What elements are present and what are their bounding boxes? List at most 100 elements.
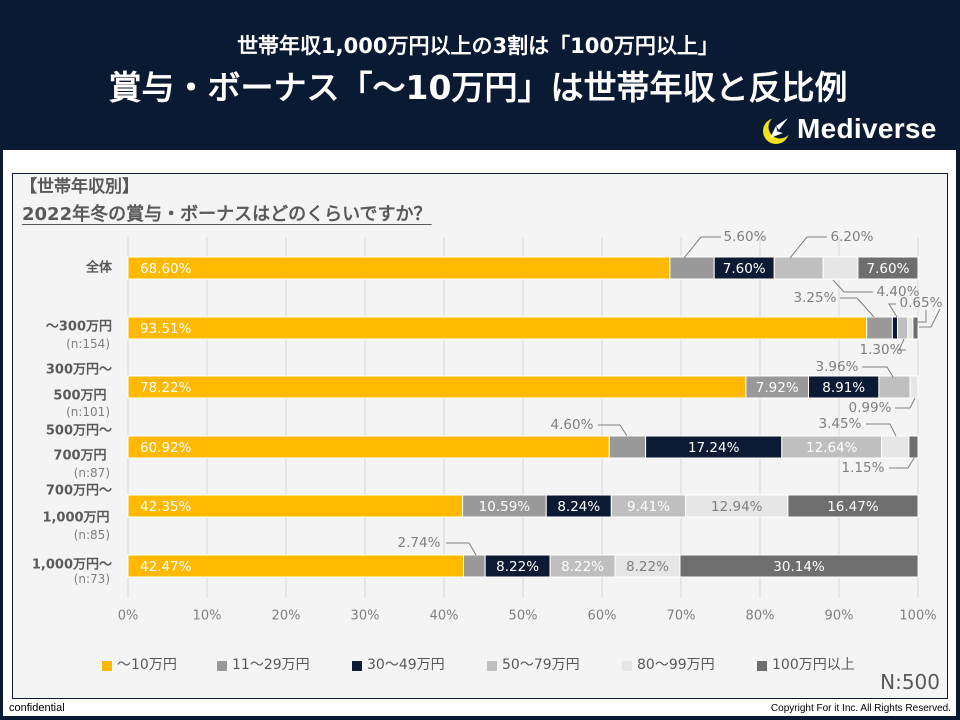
bars bbox=[127, 256, 919, 578]
data-label: 4.60% bbox=[551, 417, 594, 433]
leader-lines bbox=[446, 236, 941, 556]
category-sample-size: (n:154) bbox=[66, 337, 110, 351]
x-tick-label: 30% bbox=[351, 609, 380, 624]
crescent-rocket-logo-icon bbox=[763, 115, 792, 144]
data-label: 8.24% bbox=[557, 499, 600, 515]
bar-segment bbox=[822, 256, 859, 280]
category-sample-size: (n:101) bbox=[66, 405, 110, 419]
bar-segment bbox=[463, 554, 486, 578]
bar-segment bbox=[608, 435, 647, 459]
leader-line bbox=[789, 236, 827, 259]
bar-segment bbox=[912, 316, 919, 340]
bar-segment bbox=[891, 316, 899, 340]
data-label: 9.41% bbox=[627, 499, 670, 515]
bar-segment bbox=[127, 256, 671, 280]
bar-row bbox=[127, 435, 919, 459]
legend-label: 100万円以上 bbox=[772, 657, 855, 673]
bar-row bbox=[127, 375, 919, 399]
leader-line bbox=[889, 457, 915, 469]
data-label: 1.30% bbox=[860, 342, 903, 358]
category-label: 700万円〜 bbox=[46, 484, 112, 499]
data-label: 2.74% bbox=[398, 535, 441, 551]
leader-line bbox=[919, 308, 941, 328]
bar-segment bbox=[127, 375, 747, 399]
x-tick-label: 80% bbox=[746, 609, 775, 624]
headline-line-1: 世帯年収1,000万円以上の3割は「100万円以上」 bbox=[237, 34, 719, 58]
data-label: 17.24% bbox=[688, 440, 740, 456]
x-tick-label: 20% bbox=[272, 609, 301, 624]
data-label: 8.22% bbox=[626, 559, 669, 575]
category-sample-size: (n:73) bbox=[74, 572, 110, 586]
category-sample-size: (n:85) bbox=[74, 528, 110, 542]
x-tick-label: 40% bbox=[430, 609, 459, 624]
category-label: 300万円〜 bbox=[46, 363, 112, 378]
leader-line bbox=[862, 366, 894, 378]
x-tick-label: 10% bbox=[193, 609, 222, 624]
bar-segment bbox=[669, 256, 715, 280]
leader-line bbox=[832, 279, 873, 293]
bar-segment bbox=[857, 256, 919, 280]
data-label: 5.60% bbox=[724, 229, 767, 245]
legend-label: 〜10万円 bbox=[117, 657, 177, 673]
bar-segment bbox=[679, 554, 919, 578]
category-label: 1,000万円〜 bbox=[32, 558, 112, 573]
x-tick-label: 50% bbox=[509, 609, 538, 624]
data-label: 68.60% bbox=[140, 261, 192, 277]
data-label: 3.25% bbox=[794, 290, 837, 306]
bar-row bbox=[127, 316, 919, 340]
copyright-notice: Copyright For it Inc. All Rights Reserve… bbox=[770, 703, 951, 714]
leader-line bbox=[913, 310, 927, 323]
sample-size-label: N:500 bbox=[880, 670, 940, 694]
bar-row bbox=[127, 494, 919, 518]
data-label: 10.59% bbox=[479, 499, 531, 515]
category-label: 〜300万円 bbox=[46, 320, 112, 335]
data-label: 7.60% bbox=[723, 261, 766, 277]
data-label: 12.64% bbox=[806, 440, 858, 456]
bar-segment bbox=[127, 435, 610, 459]
legend-swatch bbox=[757, 661, 767, 671]
bar-segment bbox=[897, 316, 909, 340]
category-label: 500万円〜 bbox=[46, 424, 112, 439]
category-label: 700万円 bbox=[53, 449, 106, 464]
confidential-label: confidential bbox=[9, 702, 65, 714]
x-tick-label: 0% bbox=[118, 609, 139, 624]
headline-line-2: 賞与・ボーナス「〜10万円」は世帯年収と反比例 bbox=[108, 68, 848, 107]
legend-swatch bbox=[352, 661, 362, 671]
bar-segment bbox=[127, 316, 868, 340]
bar-segment bbox=[881, 435, 910, 459]
data-label: 16.47% bbox=[827, 499, 879, 515]
leader-line bbox=[683, 236, 721, 259]
data-label: 8.22% bbox=[561, 559, 604, 575]
data-label: 60.92% bbox=[140, 440, 192, 456]
data-label: 6.20% bbox=[831, 229, 874, 245]
data-label: 30.14% bbox=[773, 559, 825, 575]
category-sample-size: (n:87) bbox=[74, 466, 110, 480]
x-tick-label: 100% bbox=[899, 609, 936, 624]
data-label: 42.35% bbox=[140, 499, 192, 515]
legend-swatch bbox=[487, 661, 497, 671]
x-tick-label: 60% bbox=[588, 609, 617, 624]
data-label: 4.40% bbox=[877, 284, 920, 300]
bar-row bbox=[127, 554, 919, 578]
bar-row bbox=[127, 256, 919, 280]
chart-subtitle: 2022年冬の賞与・ボーナスはどのくらいですか？ bbox=[22, 204, 432, 225]
data-label: 93.51% bbox=[140, 321, 192, 337]
legend-label: 50〜79万円 bbox=[502, 657, 580, 673]
data-labels: 68.60% 5.60% 7.60% 6.20% 4.40% 7.60% 93.51% 3.2… bbox=[140, 229, 943, 575]
category-label: 500万円 bbox=[53, 389, 106, 404]
legend-label: 80〜99万円 bbox=[637, 657, 715, 673]
data-label: 78.22% bbox=[140, 380, 192, 396]
category-label: 全体 bbox=[85, 260, 113, 276]
bar-segment bbox=[908, 435, 919, 459]
bar-segment bbox=[909, 375, 919, 399]
legend-label: 30〜49万円 bbox=[367, 657, 445, 673]
x-tick-label: 90% bbox=[825, 609, 854, 624]
bar-segment bbox=[907, 316, 914, 340]
data-label: 0.65% bbox=[900, 295, 943, 311]
leader-line bbox=[888, 303, 898, 318]
leader-line bbox=[898, 338, 906, 351]
legend-label: 11〜29万円 bbox=[232, 657, 310, 673]
legend-swatch bbox=[622, 661, 632, 671]
data-label: 1.15% bbox=[842, 460, 885, 476]
